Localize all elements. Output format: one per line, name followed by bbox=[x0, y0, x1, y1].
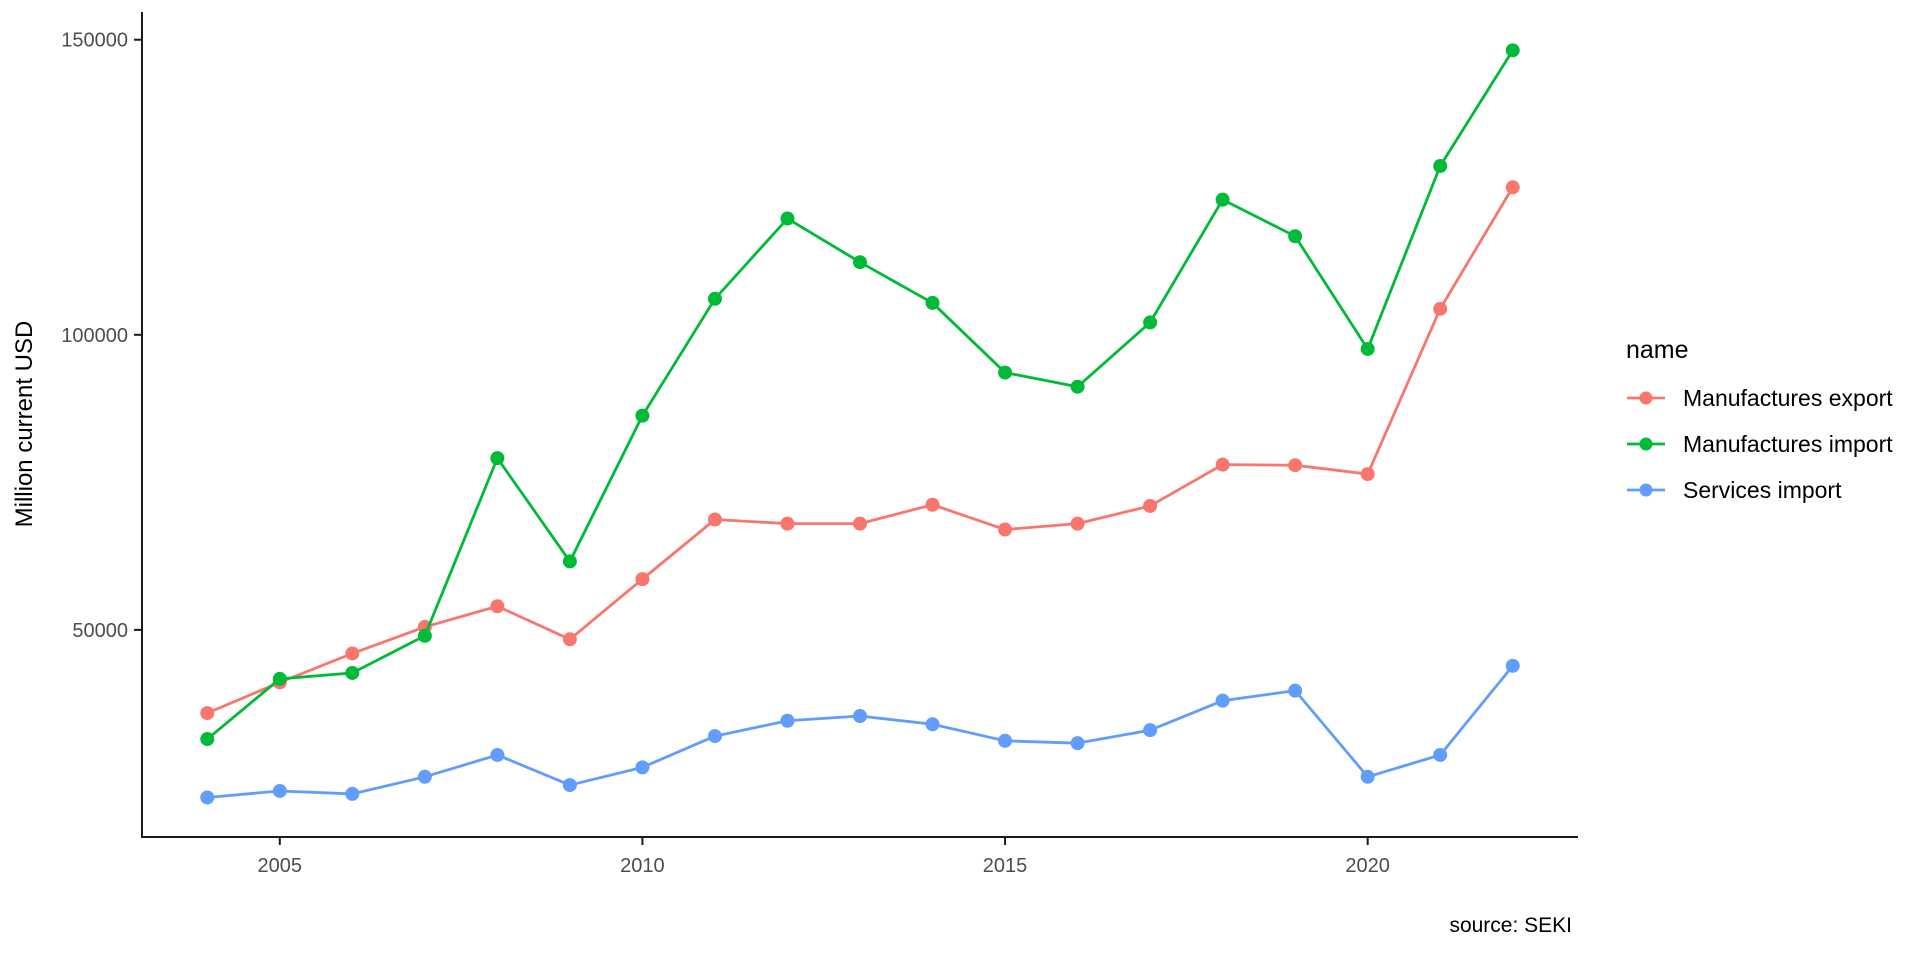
data-point-manufactures-import bbox=[490, 451, 505, 466]
x-tick-label: 2010 bbox=[620, 855, 665, 877]
data-point-manufactures-export bbox=[345, 646, 360, 661]
data-point-manufactures-export bbox=[1070, 516, 1085, 531]
data-point-manufactures-export bbox=[925, 497, 940, 512]
data-point-manufactures-import bbox=[1143, 315, 1158, 330]
data-point-manufactures-export bbox=[780, 516, 795, 531]
data-point-manufactures-import bbox=[1433, 159, 1448, 174]
legend-label: Services import bbox=[1683, 476, 1842, 503]
data-point-services-import bbox=[417, 769, 432, 784]
y-tick-label: 150000 bbox=[61, 30, 128, 52]
data-point-services-import bbox=[272, 783, 287, 798]
data-point-services-import bbox=[707, 729, 722, 744]
data-point-services-import bbox=[562, 778, 577, 793]
data-point-services-import bbox=[1215, 693, 1230, 708]
legend-key-icon bbox=[1627, 437, 1665, 451]
data-point-services-import bbox=[1505, 658, 1520, 673]
legend-label: Manufactures export bbox=[1683, 384, 1893, 411]
data-point-manufactures-import bbox=[1288, 229, 1303, 244]
data-point-manufactures-import bbox=[200, 732, 215, 747]
data-point-manufactures-export bbox=[1505, 180, 1520, 195]
data-point-services-import bbox=[1288, 683, 1303, 698]
legend-entries: Manufactures export Manufactures import Se… bbox=[1626, 378, 1893, 510]
x-tick-label: 2015 bbox=[983, 855, 1028, 877]
data-point-manufactures-import bbox=[998, 365, 1013, 380]
data-point-manufactures-export bbox=[1288, 458, 1303, 473]
y-tick-label: 100000 bbox=[61, 325, 128, 347]
data-point-manufactures-import bbox=[780, 211, 795, 226]
data-point-manufactures-export bbox=[635, 572, 650, 587]
legend-label: Manufactures import bbox=[1683, 430, 1893, 457]
data-point-manufactures-export bbox=[200, 706, 215, 721]
data-point-services-import bbox=[780, 713, 795, 728]
data-point-manufactures-import bbox=[345, 665, 360, 680]
legend-title: name bbox=[1626, 336, 1689, 364]
data-point-services-import bbox=[998, 733, 1013, 748]
data-point-manufactures-export bbox=[562, 632, 577, 647]
data-point-manufactures-import bbox=[1215, 192, 1230, 207]
data-point-manufactures-import bbox=[1070, 379, 1085, 394]
data-point-manufactures-import bbox=[853, 255, 867, 270]
x-tick-label: 2020 bbox=[1345, 855, 1390, 877]
data-point-services-import bbox=[853, 709, 867, 724]
data-point-services-import bbox=[925, 717, 940, 732]
y-tick-label: 50000 bbox=[72, 620, 128, 642]
data-point-manufactures-export bbox=[998, 522, 1013, 537]
legend: name Manufactures export Manufactures imp… bbox=[1626, 336, 1893, 510]
data-point-manufactures-export bbox=[490, 599, 505, 614]
data-point-manufactures-import bbox=[635, 408, 650, 423]
data-point-services-import bbox=[635, 760, 650, 775]
source-caption: source: SEKI bbox=[1449, 914, 1572, 937]
data-point-manufactures-import bbox=[417, 628, 432, 643]
data-point-services-import bbox=[1433, 747, 1448, 762]
data-point-manufactures-export bbox=[707, 512, 722, 527]
data-point-services-import bbox=[345, 786, 360, 801]
legend-entry-services-import: Services import bbox=[1626, 470, 1893, 510]
legend-entry-manufactures-export: Manufactures export bbox=[1626, 378, 1893, 418]
y-axis-title: Million current USD bbox=[11, 320, 38, 528]
data-point-manufactures-export bbox=[1143, 498, 1158, 513]
data-point-services-import bbox=[1070, 736, 1085, 751]
legend-entry-manufactures-import: Manufactures import bbox=[1626, 424, 1893, 464]
data-point-services-import bbox=[200, 790, 215, 805]
legend-key-icon bbox=[1627, 483, 1665, 497]
data-point-manufactures-export bbox=[1360, 467, 1375, 482]
x-tick-label: 2005 bbox=[258, 855, 303, 877]
data-point-services-import bbox=[1360, 769, 1375, 784]
data-point-manufactures-import bbox=[925, 295, 940, 310]
legend-key-icon bbox=[1627, 391, 1665, 405]
data-point-manufactures-export bbox=[853, 516, 867, 531]
data-point-manufactures-export bbox=[1433, 301, 1448, 316]
data-point-manufactures-import bbox=[272, 671, 287, 686]
data-point-manufactures-import bbox=[707, 291, 722, 306]
data-point-manufactures-import bbox=[1505, 43, 1520, 58]
series-line-services-import bbox=[205, 664, 1515, 799]
data-point-services-import bbox=[490, 747, 505, 762]
data-point-services-import bbox=[1143, 723, 1158, 738]
data-point-manufactures-export bbox=[1215, 457, 1230, 472]
data-point-manufactures-import bbox=[1360, 341, 1375, 356]
data-point-manufactures-import bbox=[562, 554, 577, 569]
